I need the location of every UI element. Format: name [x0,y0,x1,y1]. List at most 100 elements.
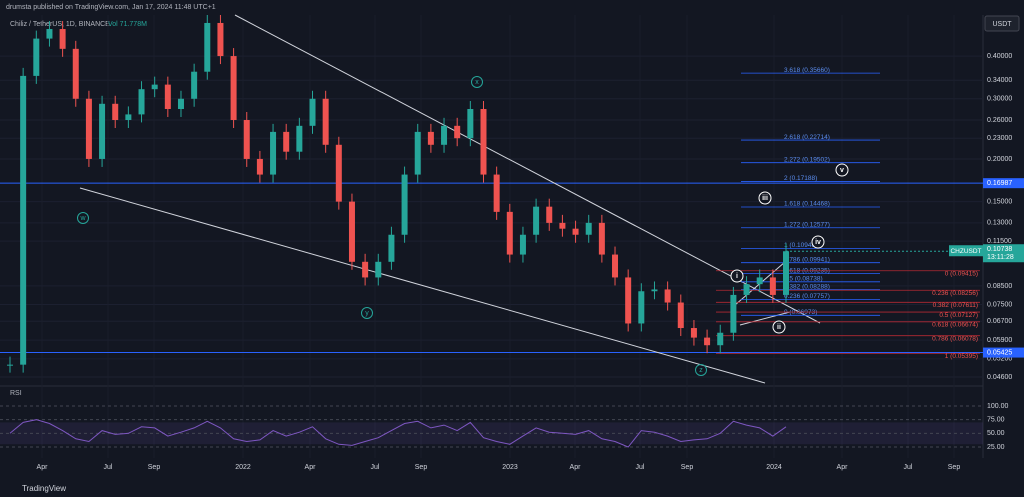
candle-body [243,120,250,159]
wave-label: i [736,273,738,280]
y-tick-label: 0.07500 [987,301,1012,308]
y-tick-label: 0.30000 [987,96,1012,103]
wave-label: x [475,79,479,86]
candle-body [506,211,513,255]
candle-body [480,109,487,175]
countdown: 13:11:28 [987,254,1014,261]
trendline [739,311,791,326]
candle-body [533,206,540,235]
candle-body [151,84,158,90]
level-box [983,178,1024,189]
y-tick-label: 0.40000 [987,53,1012,60]
x-tick-label: Apr [305,464,317,471]
candle-body [454,125,461,139]
symbol: CHZUSDT [950,248,981,255]
y-tick-label: 0.11500 [987,238,1012,245]
currency-box [984,15,1020,32]
candle-body [427,131,434,145]
candle-body [256,158,263,175]
x-tick-label: Sep [415,464,428,471]
x-tick-label: Jul [904,464,913,471]
candle-body [677,302,684,329]
candle-body [362,261,369,278]
candle-body [743,284,750,295]
fib-label: 0.5 (0.08738) [784,276,823,283]
fib-label: 2.618 (0.22714) [784,134,830,141]
level-box [983,347,1024,358]
price-box [983,244,1024,263]
fib-label: 0.236 (0.07757) [784,293,830,300]
y-tick-label: 0.05200 [987,356,1012,363]
y-tick-label: 0.15000 [987,198,1012,205]
currency: USDT [992,21,1012,28]
candle-body [401,174,408,235]
candle-body [59,29,66,49]
candle-body [717,332,724,346]
trendline [79,187,766,384]
rsi-band [0,422,983,445]
x-tick-label: Jul [371,464,380,471]
legend: Chiliz / TetherUS, 1D, BINANCE [10,21,110,28]
fib-label: 2 (0.17188) [784,175,817,182]
candle-body [138,89,145,115]
candle-body [270,131,277,175]
fib-label: 0.382 (0.08288) [784,283,830,290]
candle-body [467,109,474,139]
candle-body [651,289,658,292]
candle-body [296,125,303,152]
x-tick-label: Sep [148,464,161,471]
candle-body [559,222,566,229]
wave-label: iii [762,195,768,202]
trendline [234,14,821,324]
y-tick-label: 0.20000 [987,156,1012,163]
rsi-tick-label: 100.00 [987,403,1009,410]
candle-body [756,277,763,285]
wave-marker [77,212,89,224]
wave-marker [758,191,772,205]
wave-label: y [365,310,369,317]
y-tick-label: 0.04600 [987,374,1012,381]
candle-body [33,38,40,76]
x-tick-label: 2024 [766,464,782,471]
fib-label: 2.272 (0.19502) [784,156,830,163]
wave-label: ii [777,324,781,331]
candle-body [690,328,697,338]
candle-body [72,48,79,99]
footer: TradingView [22,484,66,493]
last-price: 0.10738 [987,246,1012,253]
x-tick-label: 2023 [502,464,518,471]
candle-body [519,234,526,255]
wave-label: iv [815,239,821,246]
candle-body [309,98,316,126]
candle-body [99,103,106,159]
rsi-tick-label: 50.00 [987,430,1005,437]
rsi-title: RSI [10,390,22,397]
y-tick-label: 0.08500 [987,283,1012,290]
wave-label: v [840,167,844,174]
candle-body [388,234,395,262]
x-tick-label: Jul [636,464,645,471]
candle-body [177,98,184,110]
fib-label: 0.5 (0.07127) [939,312,978,319]
fib-label: 0.786 (0.09941) [784,256,830,263]
candle-body [769,277,776,295]
candle-body [704,337,711,346]
wave-marker [471,76,483,88]
rsi-tick-label: 75.00 [987,417,1005,424]
candle-body [493,174,500,212]
candle-body [191,71,198,99]
wave-marker [772,320,786,334]
x-tick-label: Apr [37,464,49,471]
level-label: 0.05425 [987,349,1012,356]
fib-label: 0.786 (0.06078) [932,335,978,342]
candle-body [572,228,579,235]
y-tick-label: 0.26000 [987,117,1012,124]
x-tick-label: Apr [570,464,582,471]
candle-body [322,98,329,145]
candle-body [217,22,224,57]
candle-body [730,294,737,333]
candle-body [7,364,13,366]
volume-label: Vol 71.778M [108,21,147,28]
wave-marker [835,163,849,177]
